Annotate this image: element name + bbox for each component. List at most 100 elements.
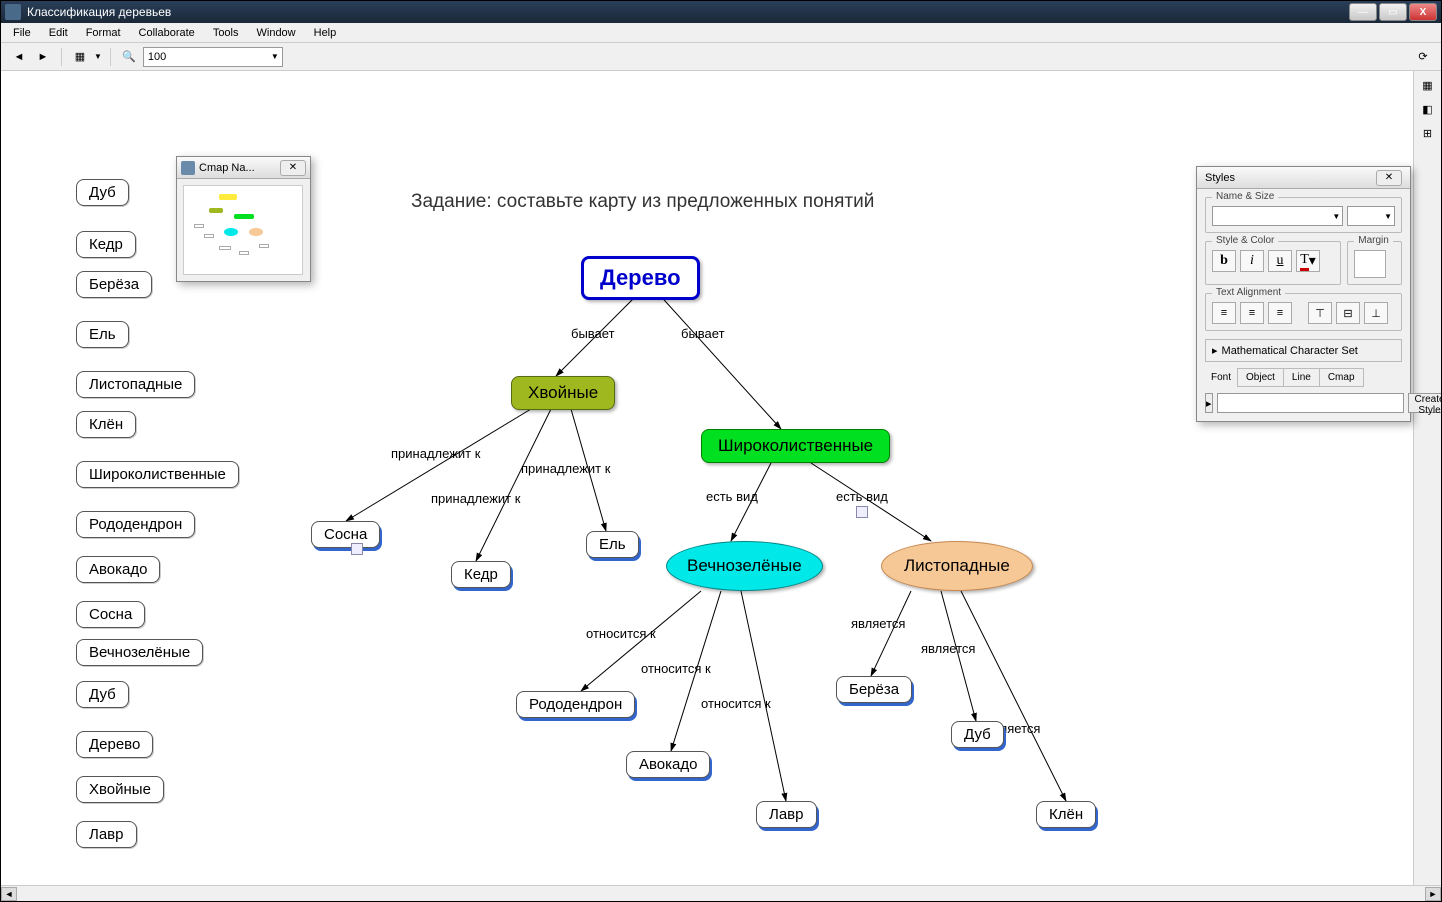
concept-list-item[interactable]: Дерево bbox=[76, 731, 153, 758]
apply-style-button[interactable]: ▸ bbox=[1205, 393, 1213, 413]
concept-list-item[interactable]: Хвойные bbox=[76, 776, 164, 803]
zoom-input[interactable] bbox=[143, 47, 283, 67]
node-ever[interactable]: Вечнозелёные bbox=[666, 541, 823, 591]
concept-list-item[interactable]: Рододендрон bbox=[76, 511, 195, 538]
edge-label: принадлежит к bbox=[521, 461, 610, 476]
concept-list-item[interactable]: Ель bbox=[76, 321, 129, 348]
side-tool-3[interactable]: ⊞ bbox=[1418, 123, 1438, 143]
edge-label: бывает bbox=[681, 326, 725, 341]
node-maple[interactable]: Клён bbox=[1036, 801, 1096, 828]
edge-label: относится к bbox=[586, 626, 656, 641]
style-color-fieldset: Style & Color b i u T▾ bbox=[1205, 241, 1341, 285]
styles-panel[interactable]: Styles ✕ Name & Size ▼ ▼ Style & Color b bbox=[1196, 166, 1411, 422]
window-title: Классификация деревьев bbox=[27, 5, 1349, 19]
attachment-icon[interactable] bbox=[351, 543, 363, 555]
margin-box[interactable] bbox=[1354, 250, 1386, 278]
concept-list-item[interactable]: Лавр bbox=[76, 821, 137, 848]
valign-bottom-button[interactable]: ⊥ bbox=[1364, 302, 1388, 324]
menu-tools[interactable]: Tools bbox=[205, 25, 247, 41]
navigator-titlebar[interactable]: Cmap Na... ✕ bbox=[177, 157, 310, 179]
maximize-button[interactable]: ▭ bbox=[1379, 3, 1407, 21]
scroll-left-button[interactable]: ◄ bbox=[1, 887, 17, 901]
concept-list-item[interactable]: Берёза bbox=[76, 271, 152, 298]
refresh-button[interactable]: ⟳ bbox=[1413, 47, 1433, 67]
node-decid[interactable]: Листопадные bbox=[881, 541, 1033, 591]
menu-format[interactable]: Format bbox=[78, 25, 129, 41]
tab-cmap[interactable]: Cmap bbox=[1320, 369, 1363, 386]
underline-button[interactable]: u bbox=[1268, 250, 1292, 272]
text-align-legend: Text Alignment bbox=[1212, 287, 1285, 298]
node-broad[interactable]: Широколиственные bbox=[701, 429, 890, 463]
node-oak[interactable]: Дуб bbox=[951, 721, 1004, 748]
app-window: Классификация деревьев — ▭ X File Edit F… bbox=[0, 0, 1442, 902]
side-tool-1[interactable]: ▦ bbox=[1418, 75, 1438, 95]
menu-collaborate[interactable]: Collaborate bbox=[131, 25, 203, 41]
node-laurel[interactable]: Лавр bbox=[756, 801, 817, 828]
name-size-legend: Name & Size bbox=[1212, 191, 1278, 202]
zoom-dropdown-icon[interactable]: ▼ bbox=[271, 52, 279, 61]
font-size-combo[interactable]: ▼ bbox=[1347, 206, 1395, 226]
concept-list-item[interactable]: Вечнозелёные bbox=[76, 639, 203, 666]
tab-line[interactable]: Line bbox=[1284, 369, 1320, 386]
separator bbox=[61, 48, 62, 66]
italic-button[interactable]: i bbox=[1240, 250, 1264, 272]
close-button[interactable]: X bbox=[1409, 3, 1437, 21]
scroll-right-button[interactable]: ► bbox=[1425, 887, 1441, 901]
scale-button[interactable]: ▦ bbox=[70, 47, 90, 67]
minimize-button[interactable]: — bbox=[1349, 3, 1377, 21]
concept-list-item[interactable]: Листопадные bbox=[76, 371, 195, 398]
concept-list-item[interactable]: Авокадо bbox=[76, 556, 160, 583]
main-area: Задание: составьте карту из предложенных… bbox=[1, 71, 1441, 885]
math-charset-expander[interactable]: ▸ Mathematical Character Set bbox=[1205, 339, 1402, 362]
attachment-icon[interactable] bbox=[856, 506, 868, 518]
concept-list-item[interactable]: Клён bbox=[76, 411, 136, 438]
concept-list-item[interactable]: Дуб bbox=[76, 681, 129, 708]
valign-middle-button[interactable]: ⊟ bbox=[1336, 302, 1360, 324]
align-left-button[interactable]: ≡ bbox=[1212, 302, 1236, 324]
node-conifer[interactable]: Хвойные bbox=[511, 376, 615, 410]
node-spruce[interactable]: Ель bbox=[586, 531, 639, 558]
navigator-window[interactable]: Cmap Na... ✕ bbox=[176, 156, 311, 282]
tab-object[interactable]: Object bbox=[1238, 369, 1284, 386]
node-birch[interactable]: Берёза bbox=[836, 676, 912, 703]
bold-button[interactable]: b bbox=[1212, 250, 1236, 272]
concept-list-item[interactable]: Кедр bbox=[76, 231, 136, 258]
edge-label: относится к bbox=[701, 696, 771, 711]
node-rhodo[interactable]: Рододендрон bbox=[516, 691, 635, 718]
text-align-fieldset: Text Alignment ≡ ≡ ≡ ⊤ ⊟ ⊥ bbox=[1205, 293, 1402, 331]
create-style-button[interactable]: Create Style bbox=[1408, 393, 1441, 413]
menu-window[interactable]: Window bbox=[249, 25, 304, 41]
concept-list-item[interactable]: Дуб bbox=[76, 179, 129, 206]
navigator-thumbnail[interactable] bbox=[183, 185, 303, 275]
node-root[interactable]: Дерево bbox=[581, 256, 700, 300]
titlebar: Классификация деревьев — ▭ X bbox=[1, 1, 1441, 23]
menu-edit[interactable]: Edit bbox=[41, 25, 76, 41]
node-cedar[interactable]: Кедр bbox=[451, 561, 511, 588]
node-pine[interactable]: Сосна bbox=[311, 521, 380, 548]
concept-list-item[interactable]: Сосна bbox=[76, 601, 145, 628]
style-name-input[interactable] bbox=[1217, 393, 1404, 413]
menu-help[interactable]: Help bbox=[306, 25, 345, 41]
menubar: File Edit Format Collaborate Tools Windo… bbox=[1, 23, 1441, 43]
edge-label: является bbox=[921, 641, 975, 656]
zoom-icon[interactable]: 🔍 bbox=[119, 47, 139, 67]
text-color-button[interactable]: T▾ bbox=[1296, 250, 1320, 272]
font-name-combo[interactable]: ▼ bbox=[1212, 206, 1343, 226]
concept-list-item[interactable]: Широколиственные bbox=[76, 461, 239, 488]
side-tool-2[interactable]: ◧ bbox=[1418, 99, 1438, 119]
dropdown-arrow-icon[interactable]: ▼ bbox=[94, 52, 102, 61]
edge-label: бывает bbox=[571, 326, 615, 341]
edge-label: относится к bbox=[641, 661, 711, 676]
navigator-close-button[interactable]: ✕ bbox=[280, 160, 306, 176]
menu-file[interactable]: File bbox=[5, 25, 39, 41]
align-center-button[interactable]: ≡ bbox=[1240, 302, 1264, 324]
back-button[interactable]: ◄ bbox=[9, 47, 29, 67]
styles-title: Styles bbox=[1205, 172, 1376, 184]
forward-button[interactable]: ► bbox=[33, 47, 53, 67]
styles-titlebar[interactable]: Styles ✕ bbox=[1197, 167, 1410, 189]
styles-close-button[interactable]: ✕ bbox=[1376, 170, 1402, 186]
horizontal-scrollbar[interactable]: ◄ ► bbox=[1, 885, 1441, 901]
node-avocado[interactable]: Авокадо bbox=[626, 751, 710, 778]
valign-top-button[interactable]: ⊤ bbox=[1308, 302, 1332, 324]
align-right-button[interactable]: ≡ bbox=[1268, 302, 1292, 324]
